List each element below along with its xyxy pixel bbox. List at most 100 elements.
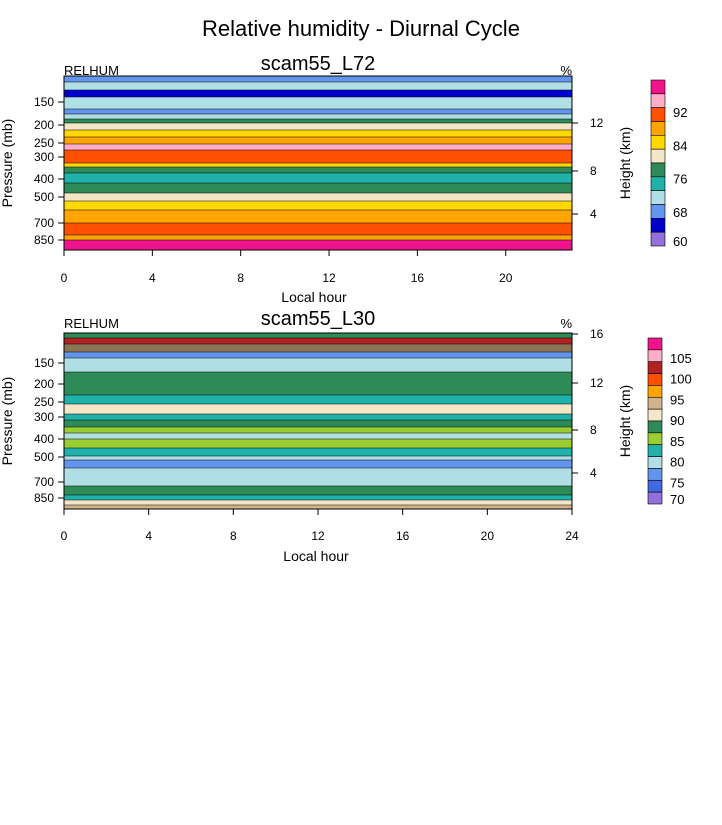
contour-band — [64, 414, 572, 420]
colorbar-label: 95 — [670, 392, 684, 407]
colorbar-swatch — [650, 176, 666, 191]
colorbar-swatch — [650, 79, 666, 95]
variable-label: RELHUM — [64, 63, 119, 78]
contour-band — [64, 183, 572, 193]
colorbar-swatch — [647, 385, 663, 398]
colorbar-swatch — [647, 420, 663, 434]
colorbar-swatch — [647, 444, 663, 457]
x-tick-label: 24 — [565, 529, 579, 543]
contour-band — [64, 223, 572, 235]
contour-band — [64, 240, 572, 250]
height-axis-label: Height (km) — [617, 385, 633, 457]
x-tick-label: 0 — [61, 529, 68, 543]
colorbar-swatch — [650, 121, 666, 136]
y-tick-label: 150 — [34, 95, 54, 109]
colorbar-swatch — [647, 373, 663, 386]
x-tick-label: 4 — [145, 529, 152, 543]
y-tick-label: 300 — [34, 410, 54, 424]
contour-band — [64, 439, 572, 448]
y-tick-label: 500 — [34, 190, 54, 204]
y-tick-label: 300 — [34, 150, 54, 164]
colorbar: 92 84 76 68 60 — [650, 79, 687, 249]
colorbar-swatch — [647, 456, 663, 469]
contour-band — [64, 123, 572, 130]
contour-band — [64, 505, 572, 509]
contour-band — [64, 144, 572, 150]
contour-band — [64, 427, 572, 433]
colorbar-label: 75 — [670, 475, 684, 490]
contour-band — [64, 468, 572, 486]
y-tick-label: 400 — [34, 172, 54, 186]
colorbar-swatch — [650, 162, 666, 178]
height-tick-label: 4 — [590, 207, 597, 221]
x-tick-label: 20 — [499, 271, 513, 285]
colorbar-swatch — [647, 408, 663, 422]
height-tick-label: 8 — [590, 423, 597, 437]
figure-title: Relative humidity - Diurnal Cycle — [202, 16, 520, 41]
contour-band — [64, 460, 572, 468]
height-tick-label: 16 — [590, 327, 604, 341]
contour-band — [64, 433, 572, 439]
colorbar-swatch — [647, 491, 663, 505]
contour-band — [64, 137, 572, 144]
units-label: % — [560, 316, 572, 331]
x-axis: 0 4 8 12 16 20 24 — [61, 509, 579, 543]
colorbar-label: 76 — [673, 172, 687, 187]
x-tick-label: 8 — [237, 271, 244, 285]
colorbar-swatch — [650, 190, 666, 205]
contour-band — [64, 235, 572, 240]
colorbar-swatch — [647, 349, 663, 363]
contour-band — [64, 76, 572, 82]
height-tick-label: 12 — [590, 376, 604, 390]
x-tick-label: 12 — [322, 271, 336, 285]
contour-band — [64, 201, 572, 210]
contour-band — [64, 395, 572, 404]
colorbar-label: 100 — [670, 372, 692, 387]
contour-band — [64, 495, 572, 500]
x-tick-label: 8 — [230, 529, 237, 543]
contour-band — [64, 344, 572, 352]
y-tick-label: 200 — [34, 118, 54, 132]
contour-band — [64, 456, 572, 460]
contour-band — [64, 150, 572, 163]
contour-band — [64, 119, 572, 123]
contour-band — [64, 114, 572, 119]
y-tick-label: 200 — [34, 377, 54, 391]
x-axis: 0 4 8 12 16 20 — [61, 250, 513, 285]
contour-bands — [64, 333, 572, 509]
colorbar-swatch — [650, 204, 666, 219]
contour-band — [64, 167, 572, 173]
panel-title: scam55_L30 — [261, 308, 376, 330]
colorbar-label: 68 — [673, 205, 687, 220]
colorbar-swatch — [650, 231, 666, 247]
variable-label: RELHUM — [64, 316, 119, 331]
y-tick-label: 700 — [34, 475, 54, 489]
contour-band — [64, 210, 572, 223]
contour-band — [64, 352, 572, 358]
y-tick-label: 150 — [34, 356, 54, 370]
colorbar-swatch — [650, 93, 666, 108]
colorbar: 105 100 95 90 85 80 75 70 — [647, 337, 692, 507]
colorbar-swatch — [650, 107, 666, 122]
x-tick-label: 16 — [411, 271, 425, 285]
panel-title: scam55_L72 — [261, 53, 376, 75]
y-tick-label: 700 — [34, 216, 54, 230]
height-axis: 12 8 4 — [572, 116, 604, 221]
contour-band — [64, 404, 572, 414]
contour-band — [64, 109, 572, 114]
contour-band — [64, 358, 572, 372]
y-tick-label: 850 — [34, 233, 54, 247]
colorbar-label: 85 — [670, 434, 684, 449]
colorbar-swatch — [647, 396, 663, 410]
panel-scam55-l72: scam55_L72 RELHUM % 0 4 8 12 16 20 150 200 2503… — [0, 53, 687, 305]
colorbar-label: 84 — [673, 138, 687, 153]
contour-band — [64, 97, 572, 109]
colorbar-label: 80 — [670, 455, 684, 470]
colorbar-label: 105 — [670, 351, 692, 366]
x-tick-label: 20 — [481, 529, 495, 543]
height-tick-label: 8 — [590, 164, 597, 178]
y-axis-label: Pressure (mb) — [0, 377, 15, 466]
